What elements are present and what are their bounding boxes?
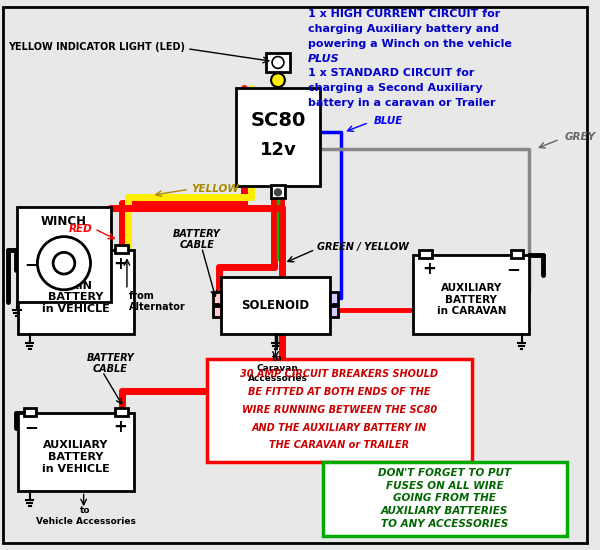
Text: from
Alternator: from Alternator bbox=[129, 291, 185, 312]
Text: GREY: GREY bbox=[565, 132, 596, 142]
Text: charging Auxiliary battery and: charging Auxiliary battery and bbox=[308, 24, 499, 34]
Text: powering a Winch on the vehicle: powering a Winch on the vehicle bbox=[308, 39, 512, 49]
Bar bbox=[271, 185, 285, 198]
Text: GREEN / YELLOW: GREEN / YELLOW bbox=[317, 243, 409, 252]
Text: battery in a caravan or Trailer: battery in a caravan or Trailer bbox=[308, 98, 496, 108]
Text: +: + bbox=[113, 417, 127, 436]
Bar bbox=[266, 53, 290, 72]
Text: −: − bbox=[25, 417, 38, 436]
Text: to
Caravan
Accessories: to Caravan Accessories bbox=[248, 354, 307, 383]
Bar bbox=[323, 462, 567, 536]
Text: WINCH: WINCH bbox=[41, 216, 87, 228]
Text: AUXILIARY
BATTERY
in VEHICLE: AUXILIARY BATTERY in VEHICLE bbox=[42, 441, 110, 474]
Text: RED: RED bbox=[69, 224, 92, 234]
Bar bbox=[413, 255, 529, 334]
Text: TO ANY ACCESSORIES: TO ANY ACCESSORIES bbox=[381, 519, 508, 529]
Text: FUSES ON ALL WIRE: FUSES ON ALL WIRE bbox=[386, 481, 503, 491]
Circle shape bbox=[275, 189, 281, 196]
Circle shape bbox=[37, 236, 91, 290]
Bar bbox=[212, 292, 221, 304]
Bar bbox=[212, 305, 221, 317]
Text: −: − bbox=[25, 255, 38, 273]
Text: AND THE AUXILIARY BATTERY IN: AND THE AUXILIARY BATTERY IN bbox=[252, 422, 427, 432]
Text: +: + bbox=[113, 255, 127, 273]
Text: 12v: 12v bbox=[260, 141, 296, 159]
Bar bbox=[221, 277, 329, 334]
Text: AUXILIARY BATTERIES: AUXILIARY BATTERIES bbox=[381, 506, 508, 516]
Text: BATTERY
CABLE: BATTERY CABLE bbox=[173, 229, 221, 250]
Circle shape bbox=[271, 73, 285, 87]
Bar bbox=[329, 292, 338, 304]
Text: +: + bbox=[422, 260, 436, 278]
Text: BATTERY
CABLE: BATTERY CABLE bbox=[86, 353, 134, 375]
Bar bbox=[236, 88, 320, 186]
Bar bbox=[511, 250, 523, 258]
Bar bbox=[23, 408, 37, 416]
Text: 1 x STANDARD CIRCUIT for: 1 x STANDARD CIRCUIT for bbox=[308, 68, 475, 78]
Text: THE CARAVAN or TRAILER: THE CARAVAN or TRAILER bbox=[269, 440, 410, 450]
Circle shape bbox=[53, 252, 75, 274]
Text: DON'T FORGET TO PUT: DON'T FORGET TO PUT bbox=[378, 468, 511, 478]
Text: MAIN
BATTERY
in VEHICLE: MAIN BATTERY in VEHICLE bbox=[42, 280, 110, 314]
Text: 30 AMP CIRCUIT BREAKERS SHOULD: 30 AMP CIRCUIT BREAKERS SHOULD bbox=[241, 370, 439, 379]
Bar bbox=[115, 408, 128, 416]
Bar bbox=[23, 245, 37, 254]
Text: GOING FROM THE: GOING FROM THE bbox=[394, 493, 496, 503]
Text: BE FITTED AT BOTH ENDS OF THE: BE FITTED AT BOTH ENDS OF THE bbox=[248, 387, 431, 397]
Text: AUXILIARY
BATTERY
in CARAVAN: AUXILIARY BATTERY in CARAVAN bbox=[437, 283, 506, 316]
Text: −: − bbox=[507, 260, 521, 278]
Text: SOLENOID: SOLENOID bbox=[241, 299, 310, 312]
Text: WIRE RUNNING BETWEEN THE SC80: WIRE RUNNING BETWEEN THE SC80 bbox=[242, 405, 437, 415]
Text: YELLOW INDICATOR LIGHT (LED): YELLOW INDICATOR LIGHT (LED) bbox=[8, 42, 185, 52]
Bar bbox=[419, 250, 432, 258]
Bar bbox=[18, 412, 134, 492]
Text: to
Vehicle Accessories: to Vehicle Accessories bbox=[35, 507, 136, 526]
Text: PLUS: PLUS bbox=[308, 53, 340, 63]
Text: YELLOW: YELLOW bbox=[191, 184, 239, 194]
Text: charging a Second Auxiliary: charging a Second Auxiliary bbox=[308, 83, 482, 93]
Text: SC80: SC80 bbox=[250, 111, 305, 130]
Circle shape bbox=[272, 57, 284, 68]
Bar bbox=[115, 245, 128, 254]
Bar bbox=[17, 207, 111, 301]
Bar bbox=[206, 359, 472, 462]
Text: BLUE: BLUE bbox=[374, 116, 403, 125]
Bar bbox=[18, 250, 134, 334]
Text: 1 x HIGH CURRENT CIRCUIT for: 1 x HIGH CURRENT CIRCUIT for bbox=[308, 9, 500, 19]
Bar bbox=[329, 305, 338, 317]
